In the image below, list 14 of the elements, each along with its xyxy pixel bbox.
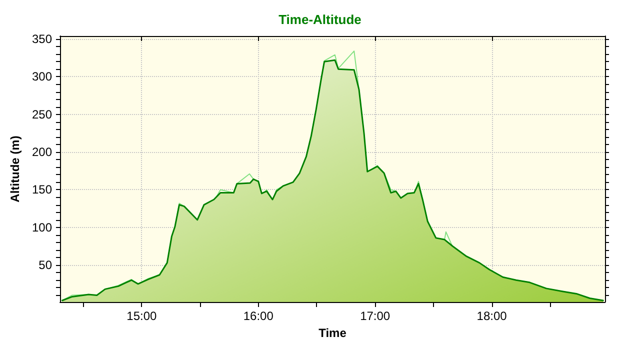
x-axis-title: Time: [318, 326, 347, 340]
y-tick-label: 250: [32, 107, 52, 122]
x-tick-label: 15:00: [126, 309, 158, 323]
y-axis-title: Altitude (m): [8, 136, 22, 202]
y-tick-label: 350: [32, 32, 52, 46]
chart-title: Time-Altitude: [278, 12, 362, 27]
x-tick-label: 17:00: [360, 309, 390, 323]
x-tick-label: 18:00: [476, 309, 508, 323]
y-tick-label: 300: [32, 70, 52, 84]
y-tick-label: 100: [32, 220, 52, 234]
y-tick-label: 200: [32, 145, 52, 160]
x-tick-label: 16:00: [243, 309, 274, 323]
y-tick-label: 150: [32, 182, 52, 197]
y-tick-label: 50: [38, 258, 52, 272]
